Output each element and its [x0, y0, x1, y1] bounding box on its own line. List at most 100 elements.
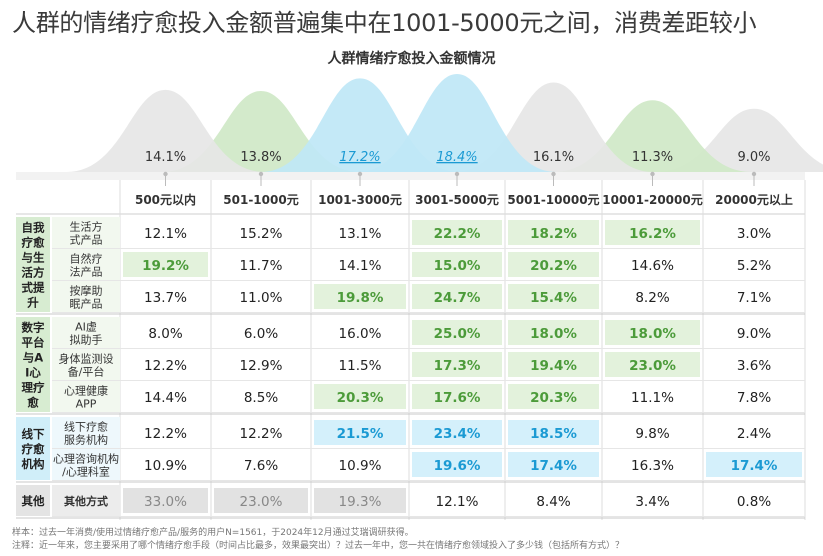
table-cell-value: 7.1% — [737, 290, 771, 306]
table-cell-value: 11.0% — [240, 290, 283, 306]
overall-distribution-bells: 14.1% 13.8% 17.2% 18.4% 16.1% 11.3% 9.0% — [16, 74, 823, 180]
table-cell-value: 9.0% — [737, 326, 771, 342]
tick-connector-icon — [650, 171, 655, 177]
table-cell-value: 22.2% — [434, 226, 481, 242]
highlight-cell — [123, 252, 208, 277]
overall-value-label: 17.2% — [339, 150, 380, 165]
row-label: 眠产品 — [70, 297, 103, 311]
table-cell-value: 8.0% — [148, 326, 182, 342]
row-label: 线下疗愈 — [64, 420, 108, 434]
group-name-line: 机构 — [22, 457, 45, 471]
group-name-line: 线下 — [22, 427, 45, 441]
group-block — [16, 485, 50, 516]
row-label: 拟助手 — [70, 333, 103, 347]
group-name-line: 疗愈 — [22, 442, 45, 456]
footnotes: 样本：过去一年消费/使用过情绪疗愈产品/服务的用户N=1561，于2024年12… — [12, 527, 817, 553]
row-label: APP — [76, 398, 97, 411]
group-name-line: 式提 — [22, 281, 45, 295]
row-label: 按摩助 — [70, 284, 103, 298]
table-cell-value: 10.9% — [144, 458, 187, 474]
table-cell-value: 12.1% — [144, 226, 187, 242]
group-name-line: 疗愈 — [22, 236, 45, 250]
highlight-cell — [412, 384, 502, 409]
table-cell-value: 12.2% — [144, 426, 187, 442]
highlight-cell — [412, 284, 502, 309]
highlight-cell — [412, 220, 502, 245]
highlight-cell — [314, 488, 406, 513]
highlight-cell — [605, 352, 700, 377]
row-label: 法产品 — [70, 265, 103, 279]
table-cell-value: 17.4% — [530, 458, 577, 474]
row-label: 式产品 — [70, 233, 103, 247]
table-cell-value: 18.2% — [530, 226, 577, 242]
footnote-sample: 样本：过去一年消费/使用过情绪疗愈产品/服务的用户N=1561，于2024年12… — [12, 528, 414, 538]
table-cell-value: 9.8% — [635, 426, 669, 442]
table-cell-value: 16.2% — [629, 226, 676, 242]
row-label-cell — [52, 417, 120, 448]
table-cell-value: 12.2% — [240, 426, 283, 442]
table-cell-value: 3.4% — [635, 494, 669, 510]
highlight-cell — [412, 320, 502, 345]
row-label: 心理咨询机构 — [53, 452, 119, 466]
highlight-cell — [508, 384, 599, 409]
table-cell-value: 15.4% — [530, 290, 577, 306]
table-cell-value: 16.3% — [631, 458, 674, 474]
highlight-cell — [508, 252, 599, 277]
table-cell-value: 18.0% — [530, 326, 577, 342]
table-cell-value: 13.7% — [144, 290, 187, 306]
table-cell-value: 17.6% — [434, 390, 481, 406]
footnote-note: 注释：近一年来，您主要采用了哪个情绪疗愈手段（时间占比最多，效果最突出）？过去一… — [12, 541, 625, 551]
table-cell-value: 14.6% — [631, 258, 674, 274]
chart-title: 人群情绪疗愈投入金额情况 — [327, 51, 496, 67]
table-cell-value: 12.2% — [144, 358, 187, 374]
table-cell-value: 12.1% — [436, 494, 479, 510]
table-cell-value: 7.6% — [244, 458, 278, 474]
group-name-line: 平台 — [22, 336, 45, 350]
row-label-cell — [52, 281, 120, 312]
group-block — [16, 417, 50, 480]
highlight-cell — [508, 284, 599, 309]
table-cell-value: 15.2% — [240, 226, 283, 242]
table-cell-value: 19.3% — [339, 494, 382, 510]
table-cell-value: 12.9% — [240, 358, 283, 374]
table-cell-value: 3.6% — [737, 358, 771, 374]
column-header: 1001-3000元 — [318, 193, 402, 207]
tick-connector-icon — [258, 171, 264, 177]
table-cell-value: 16.0% — [339, 326, 382, 342]
overall-value-label: 11.3% — [632, 150, 673, 165]
column-header: 500元以内 — [135, 192, 196, 207]
group-name-line: I心 — [25, 366, 41, 380]
highlight-cell — [605, 320, 700, 345]
group-name-line: 愈 — [26, 396, 39, 410]
table-cell-value: 7.8% — [737, 390, 771, 406]
table-cell-value: 17.4% — [731, 458, 778, 474]
row-label: 其他方式 — [64, 494, 108, 508]
overall-value-label: 16.1% — [533, 150, 574, 165]
column-header: 3001-5000元 — [415, 193, 499, 207]
table-cell-value: 19.4% — [530, 358, 577, 374]
tick-connector-icon — [751, 171, 757, 177]
distribution-bell-3 — [357, 74, 557, 172]
row-label: 生活方 — [70, 220, 103, 234]
column-header: 501-1000元 — [223, 193, 298, 207]
highlight-cell — [706, 452, 802, 477]
group-name-line: 与生 — [22, 251, 45, 265]
row-label: 心理健康 — [64, 384, 108, 398]
group-name-line: 其他 — [22, 494, 45, 508]
tick-connector-icon — [551, 171, 556, 177]
table-cell-value: 11.1% — [631, 390, 674, 406]
overall-value-label: 18.4% — [436, 150, 477, 165]
table-cell-value: 14.1% — [339, 258, 382, 274]
row-label-cell — [52, 217, 120, 248]
table-cell-value: 8.2% — [635, 290, 669, 306]
column-header: 10001-20000元 — [602, 193, 702, 207]
row-label-cell — [52, 317, 120, 348]
highlight-cell — [508, 320, 599, 345]
table-cell-value: 15.0% — [434, 258, 481, 274]
highlight-cell — [314, 420, 406, 445]
group-block — [16, 317, 50, 412]
row-label: 备/平台 — [68, 365, 105, 379]
row-label: 服务机构 — [64, 433, 108, 447]
highlight-cell — [508, 220, 599, 245]
